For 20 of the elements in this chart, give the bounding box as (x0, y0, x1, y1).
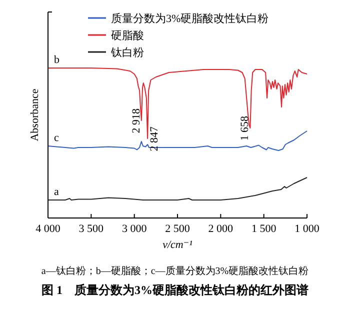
annotation: 2 918 (130, 108, 142, 134)
annotation: c (54, 132, 59, 144)
x-tick-label: 1 500 (251, 223, 277, 235)
annotation: 2 847 (148, 126, 161, 152)
text: a—钛白粉；b—硬脂酸；c—质量分数为3%硬脂酸改性钛白粉 (41, 265, 309, 277)
x-tick-label: 4 000 (36, 223, 61, 235)
x-tick-label: 3 500 (78, 223, 104, 235)
legend-label: 硬脂酸 (111, 30, 144, 42)
annotation: 1 658 (239, 116, 252, 141)
x-tick-label: 3 000 (122, 223, 148, 235)
annotation: b (54, 54, 60, 66)
y-axis-title: Absorbance (29, 88, 41, 142)
annotation: a (54, 186, 59, 198)
x-tick-label: 1 000 (294, 223, 320, 235)
legend-label: 质量分数为3%硬脂酸改性钛白粉 (111, 12, 269, 25)
text: 图 1 质量分数为3%硬脂酸改性钛白粉的红外图谱 (42, 283, 308, 297)
x-tick-label: 2 000 (208, 223, 234, 235)
x-axis-title: ν/cm⁻¹ (162, 239, 192, 251)
legend-label: 钛白粉 (110, 47, 144, 59)
x-tick-label: 2 500 (165, 223, 190, 235)
